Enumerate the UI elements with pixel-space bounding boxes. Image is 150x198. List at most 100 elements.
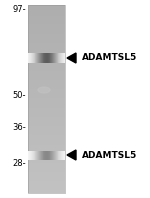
Bar bbox=[28, 84, 65, 85]
Bar bbox=[28, 40, 65, 41]
Text: ADAMTSL5: ADAMTSL5 bbox=[82, 53, 137, 63]
Bar bbox=[47, 53, 48, 63]
Bar bbox=[62, 53, 63, 63]
Polygon shape bbox=[67, 150, 76, 160]
Bar bbox=[51, 53, 52, 63]
Bar bbox=[28, 122, 65, 123]
Bar bbox=[34, 53, 35, 63]
Text: 97-: 97- bbox=[12, 6, 26, 14]
Bar bbox=[53, 53, 54, 63]
Bar bbox=[28, 109, 65, 110]
Bar bbox=[49, 150, 50, 160]
Bar bbox=[28, 60, 65, 61]
Bar bbox=[39, 150, 40, 160]
Bar bbox=[28, 32, 65, 33]
Bar bbox=[28, 93, 65, 94]
Bar bbox=[45, 53, 46, 63]
Bar bbox=[48, 53, 49, 63]
Bar bbox=[28, 182, 65, 183]
Bar bbox=[28, 10, 65, 11]
Bar bbox=[28, 136, 65, 137]
Bar bbox=[28, 36, 65, 37]
Bar bbox=[28, 28, 65, 29]
Bar bbox=[28, 70, 65, 71]
Bar bbox=[28, 48, 65, 49]
Bar bbox=[28, 160, 65, 161]
Bar bbox=[28, 150, 65, 151]
Bar bbox=[28, 73, 65, 74]
Bar bbox=[38, 150, 39, 160]
Bar bbox=[28, 90, 65, 91]
Bar bbox=[30, 150, 31, 160]
Bar bbox=[32, 150, 33, 160]
Bar bbox=[28, 177, 65, 178]
Bar bbox=[50, 150, 51, 160]
Bar bbox=[62, 150, 63, 160]
Bar bbox=[28, 132, 65, 133]
Bar bbox=[28, 97, 65, 98]
Bar bbox=[59, 53, 60, 63]
Bar bbox=[28, 142, 65, 143]
Bar bbox=[53, 150, 54, 160]
Bar bbox=[40, 150, 41, 160]
Bar bbox=[64, 150, 65, 160]
Bar bbox=[28, 183, 65, 184]
Bar bbox=[28, 79, 65, 80]
Bar bbox=[28, 175, 65, 176]
Bar bbox=[28, 137, 65, 138]
Bar bbox=[55, 53, 56, 63]
Bar bbox=[28, 176, 65, 177]
Bar bbox=[28, 159, 65, 160]
Bar bbox=[28, 67, 65, 68]
Bar bbox=[56, 53, 57, 63]
Bar bbox=[28, 76, 65, 77]
Bar bbox=[28, 149, 65, 150]
Bar bbox=[28, 116, 65, 117]
Bar bbox=[28, 8, 65, 9]
Bar bbox=[28, 140, 65, 141]
Bar bbox=[31, 150, 32, 160]
Bar bbox=[28, 64, 65, 65]
Bar bbox=[50, 53, 51, 63]
Bar bbox=[28, 178, 65, 179]
Bar bbox=[28, 34, 65, 35]
Bar bbox=[47, 150, 48, 160]
Bar bbox=[30, 53, 31, 63]
Bar bbox=[28, 113, 65, 114]
Bar bbox=[28, 55, 65, 56]
Bar bbox=[28, 110, 65, 111]
Bar bbox=[28, 138, 65, 139]
Bar bbox=[28, 192, 65, 193]
Bar bbox=[28, 81, 65, 82]
Bar bbox=[28, 112, 65, 113]
Bar bbox=[52, 150, 53, 160]
Bar bbox=[28, 15, 65, 16]
Bar bbox=[34, 53, 35, 63]
Bar bbox=[28, 65, 65, 66]
Bar bbox=[46, 150, 47, 160]
Bar bbox=[36, 53, 37, 63]
Bar bbox=[28, 17, 65, 18]
Bar bbox=[38, 53, 39, 63]
Bar bbox=[28, 155, 65, 156]
Bar bbox=[28, 29, 65, 30]
Bar bbox=[28, 59, 65, 60]
Bar bbox=[28, 54, 65, 55]
Bar bbox=[28, 165, 65, 166]
Bar bbox=[28, 103, 65, 104]
Bar bbox=[28, 96, 65, 97]
Bar bbox=[33, 53, 34, 63]
Bar bbox=[28, 191, 65, 192]
Bar bbox=[28, 170, 65, 171]
Bar bbox=[37, 53, 38, 63]
Bar bbox=[28, 119, 65, 120]
Bar bbox=[28, 82, 65, 83]
Bar bbox=[28, 26, 65, 27]
Bar bbox=[28, 83, 65, 84]
Bar bbox=[28, 156, 65, 157]
Ellipse shape bbox=[38, 87, 50, 93]
Bar bbox=[28, 24, 65, 25]
Bar bbox=[60, 53, 61, 63]
Text: 28-: 28- bbox=[12, 159, 26, 168]
Bar bbox=[28, 19, 65, 20]
